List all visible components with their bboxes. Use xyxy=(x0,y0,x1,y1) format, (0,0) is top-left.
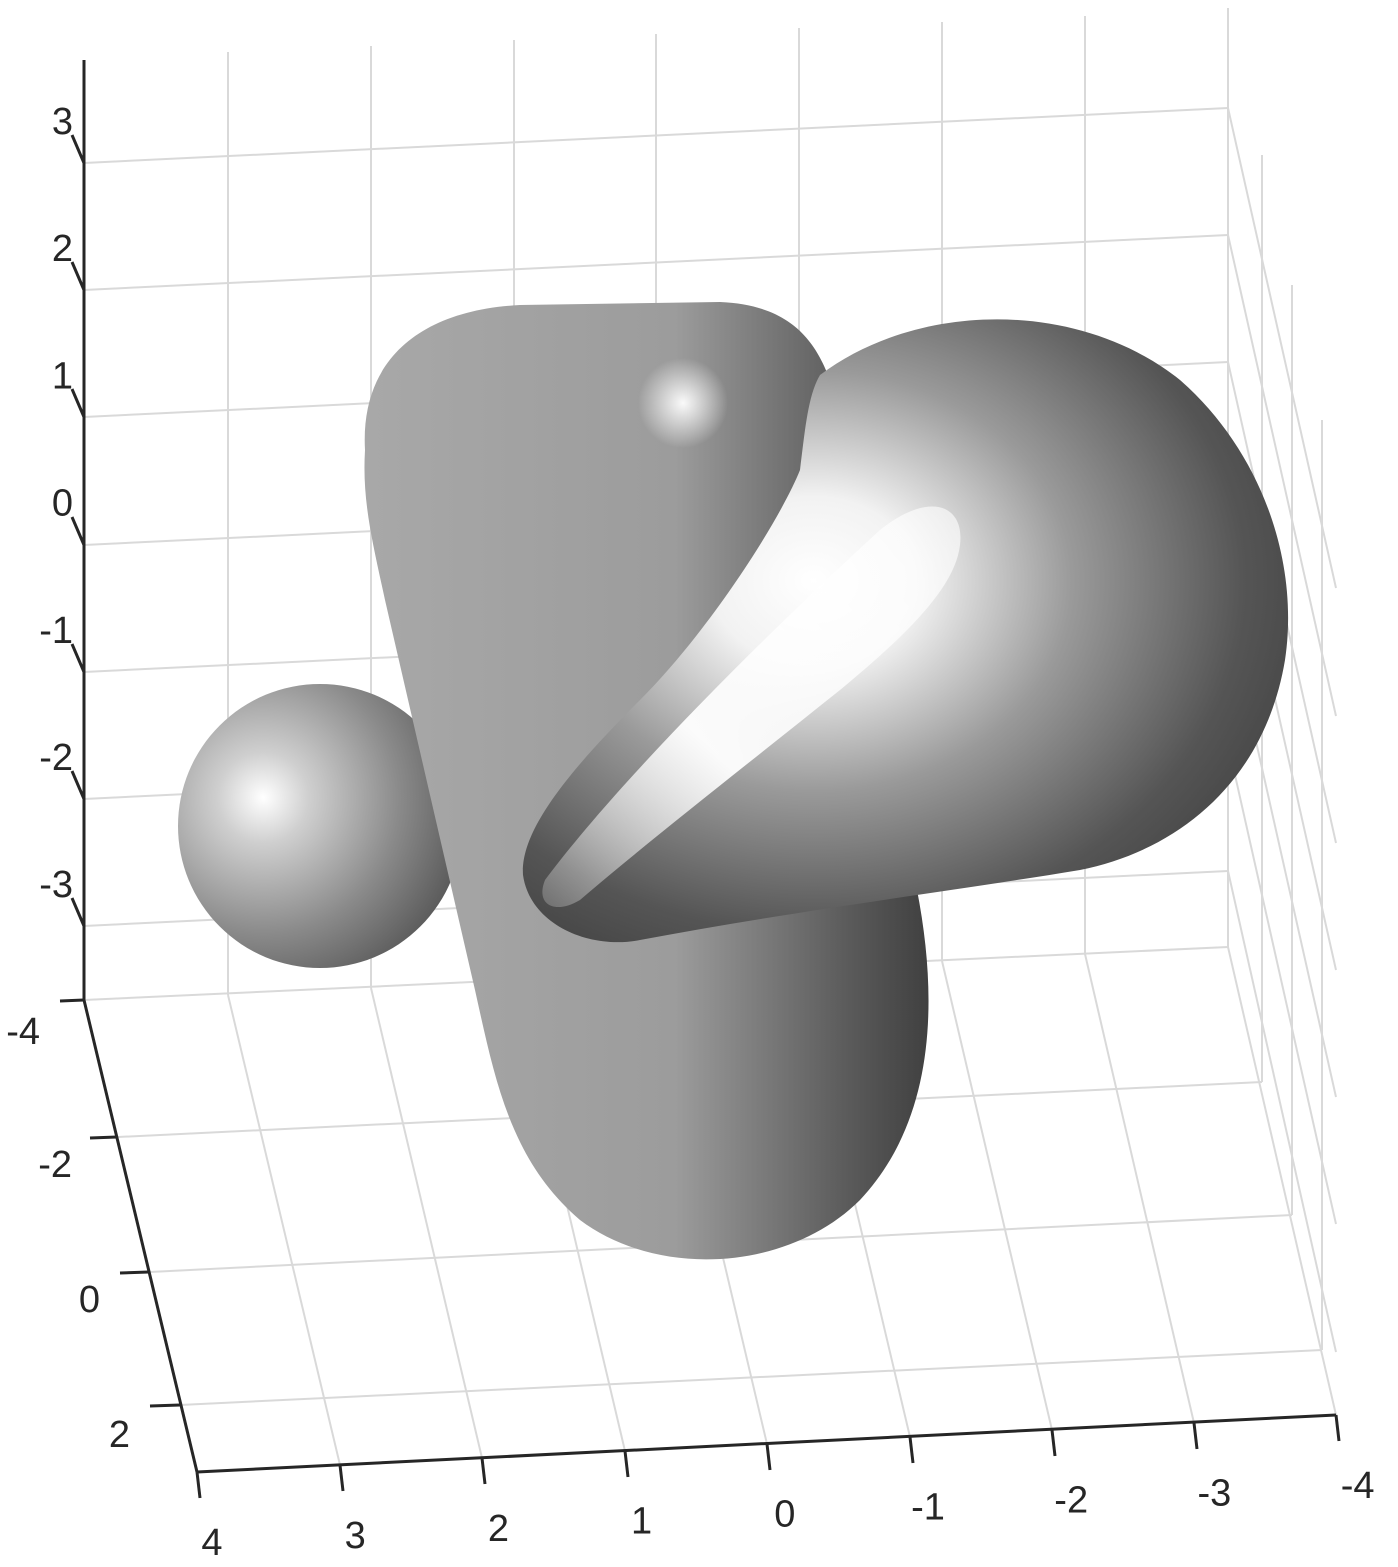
y-tick-labels: -4 -2 0 2 xyxy=(6,1011,130,1456)
y-tick-label: 0 xyxy=(79,1279,100,1321)
z-tick-labels: 3 2 1 0 -1 -2 -3 xyxy=(39,101,73,906)
x-tick-label: -3 xyxy=(1198,1472,1232,1514)
y-tick-label: -4 xyxy=(6,1011,40,1053)
y-tick-label: 2 xyxy=(109,1414,130,1456)
isosurface xyxy=(178,302,1289,1260)
z-tick-label: -2 xyxy=(39,737,73,779)
z-tick-label: -3 xyxy=(39,864,73,906)
x-tick-label: 1 xyxy=(631,1501,652,1543)
y-tick-label: -2 xyxy=(38,1144,72,1186)
x-tick-label: 2 xyxy=(488,1508,509,1550)
x-tick-label: -2 xyxy=(1054,1479,1088,1521)
x-axis-line xyxy=(196,1413,1337,1474)
z-tick-label: 3 xyxy=(52,101,73,143)
x-tick-label: -4 xyxy=(1341,1465,1375,1507)
z-tick-label: -1 xyxy=(39,610,73,652)
x-tick-labels: 4 3 2 1 0 -1 -2 -3 -4 xyxy=(201,1465,1374,1564)
x-tick-label: 0 xyxy=(774,1494,795,1536)
x-tick-label: 4 xyxy=(201,1522,222,1564)
x-tick-label: 3 xyxy=(345,1515,366,1557)
axes xyxy=(59,60,1341,1499)
y-axis-line xyxy=(82,999,199,1473)
z-tick-label: 2 xyxy=(52,228,73,270)
small-sphere xyxy=(178,684,462,968)
x-tick-label: -1 xyxy=(911,1487,945,1529)
z-tick-label: 1 xyxy=(52,355,73,397)
z-tick-label: 0 xyxy=(52,483,73,525)
